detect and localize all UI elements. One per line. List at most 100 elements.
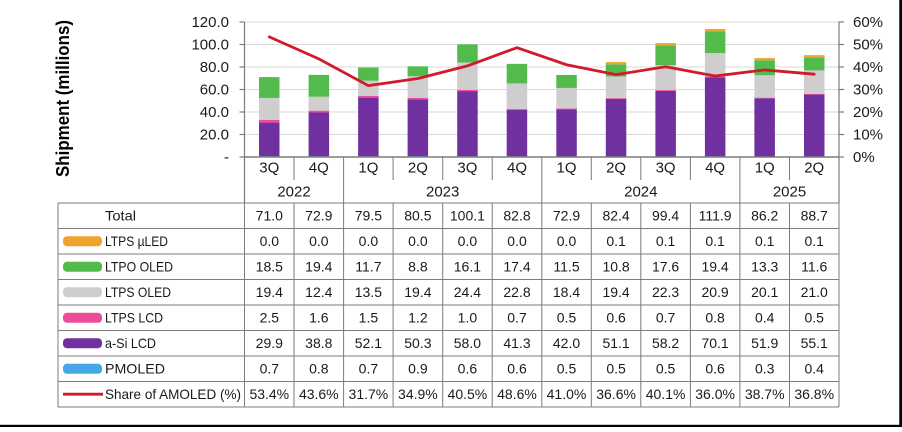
svg-text:16.1: 16.1 bbox=[454, 259, 481, 275]
svg-text:0.0: 0.0 bbox=[359, 233, 379, 249]
svg-text:LTPS µLED: LTPS µLED bbox=[105, 233, 168, 249]
svg-text:58.2: 58.2 bbox=[652, 335, 679, 351]
svg-text:52.1: 52.1 bbox=[355, 335, 382, 351]
svg-text:20%: 20% bbox=[853, 104, 883, 121]
svg-text:82.4: 82.4 bbox=[602, 208, 629, 224]
svg-text:2Q: 2Q bbox=[804, 160, 824, 177]
svg-text:0.5: 0.5 bbox=[656, 361, 676, 377]
svg-text:0.5: 0.5 bbox=[557, 310, 577, 326]
svg-text:0.7: 0.7 bbox=[507, 310, 527, 326]
svg-text:29.9: 29.9 bbox=[256, 335, 283, 351]
svg-text:11.5: 11.5 bbox=[553, 259, 579, 275]
svg-text:0.5: 0.5 bbox=[804, 310, 824, 326]
svg-text:40.0: 40.0 bbox=[200, 104, 229, 121]
svg-text:2024: 2024 bbox=[624, 184, 657, 201]
svg-text:38.7%: 38.7% bbox=[745, 386, 785, 402]
svg-text:2Q: 2Q bbox=[408, 160, 428, 177]
svg-text:82.8: 82.8 bbox=[503, 208, 530, 224]
svg-text:22.8: 22.8 bbox=[503, 284, 530, 300]
svg-text:1.5: 1.5 bbox=[359, 310, 379, 326]
svg-text:13.5: 13.5 bbox=[355, 284, 382, 300]
svg-text:0.6: 0.6 bbox=[606, 310, 626, 326]
svg-text:20.1: 20.1 bbox=[751, 284, 778, 300]
svg-text:120.0: 120.0 bbox=[191, 14, 229, 31]
svg-text:1.2: 1.2 bbox=[408, 310, 428, 326]
svg-text:-: - bbox=[224, 149, 229, 166]
svg-text:10.8: 10.8 bbox=[602, 259, 629, 275]
svg-text:0.0: 0.0 bbox=[260, 233, 280, 249]
svg-text:19.4: 19.4 bbox=[256, 284, 283, 300]
svg-text:1Q: 1Q bbox=[358, 160, 378, 177]
svg-text:0.8: 0.8 bbox=[705, 310, 725, 326]
svg-text:1Q: 1Q bbox=[755, 160, 775, 177]
svg-text:17.6: 17.6 bbox=[652, 259, 679, 275]
svg-text:3Q: 3Q bbox=[457, 160, 477, 177]
svg-text:80.0: 80.0 bbox=[200, 59, 229, 76]
svg-text:Total: Total bbox=[105, 208, 136, 224]
svg-text:80.5: 80.5 bbox=[404, 208, 431, 224]
svg-text:40.5%: 40.5% bbox=[448, 386, 488, 402]
svg-text:11.6: 11.6 bbox=[801, 259, 827, 275]
svg-text:13.3: 13.3 bbox=[751, 259, 778, 275]
svg-text:0.0: 0.0 bbox=[458, 233, 478, 249]
svg-text:60.0: 60.0 bbox=[200, 82, 229, 99]
svg-text:36.0%: 36.0% bbox=[695, 386, 735, 402]
svg-text:55.1: 55.1 bbox=[801, 335, 828, 351]
svg-text:20.0: 20.0 bbox=[200, 127, 229, 144]
svg-text:2022: 2022 bbox=[277, 184, 310, 201]
svg-text:0.6: 0.6 bbox=[705, 361, 725, 377]
svg-text:0.5: 0.5 bbox=[557, 361, 577, 377]
svg-text:40.1%: 40.1% bbox=[646, 386, 686, 402]
svg-text:24.4: 24.4 bbox=[454, 284, 481, 300]
svg-text:36.8%: 36.8% bbox=[794, 386, 834, 402]
svg-text:19.4: 19.4 bbox=[305, 259, 332, 275]
svg-text:0.0: 0.0 bbox=[408, 233, 428, 249]
svg-text:20.9: 20.9 bbox=[701, 284, 728, 300]
svg-text:19.4: 19.4 bbox=[602, 284, 629, 300]
svg-text:38.8: 38.8 bbox=[305, 335, 332, 351]
svg-text:0.5: 0.5 bbox=[606, 361, 626, 377]
svg-text:88.7: 88.7 bbox=[801, 208, 828, 224]
svg-text:1Q: 1Q bbox=[556, 160, 576, 177]
svg-text:51.9: 51.9 bbox=[751, 335, 778, 351]
svg-text:0.1: 0.1 bbox=[656, 233, 676, 249]
svg-text:0.0: 0.0 bbox=[507, 233, 527, 249]
svg-text:99.4: 99.4 bbox=[652, 208, 679, 224]
svg-text:71.0: 71.0 bbox=[256, 208, 283, 224]
svg-text:18.4: 18.4 bbox=[553, 284, 580, 300]
svg-text:0.9: 0.9 bbox=[408, 361, 428, 377]
svg-text:2023: 2023 bbox=[426, 184, 459, 201]
svg-text:51.1: 51.1 bbox=[602, 335, 629, 351]
svg-text:50.3: 50.3 bbox=[404, 335, 431, 351]
svg-text:86.2: 86.2 bbox=[751, 208, 778, 224]
svg-text:30%: 30% bbox=[853, 82, 883, 99]
svg-text:100.1: 100.1 bbox=[450, 208, 485, 224]
svg-text:0.7: 0.7 bbox=[656, 310, 676, 326]
svg-text:17.4: 17.4 bbox=[503, 259, 530, 275]
svg-text:42.0: 42.0 bbox=[553, 335, 580, 351]
svg-text:53.4%: 53.4% bbox=[249, 386, 289, 402]
svg-text:22.3: 22.3 bbox=[652, 284, 679, 300]
svg-text:18.5: 18.5 bbox=[256, 259, 283, 275]
svg-text:10%: 10% bbox=[853, 127, 883, 144]
svg-text:36.6%: 36.6% bbox=[596, 386, 636, 402]
svg-text:100.0: 100.0 bbox=[191, 37, 229, 54]
svg-text:LTPS OLED: LTPS OLED bbox=[105, 284, 171, 300]
svg-text:2Q: 2Q bbox=[606, 160, 626, 177]
svg-text:111.9: 111.9 bbox=[699, 208, 732, 224]
svg-text:70.1: 70.1 bbox=[701, 335, 728, 351]
svg-text:0.7: 0.7 bbox=[260, 361, 280, 377]
svg-text:4Q: 4Q bbox=[705, 160, 725, 177]
svg-text:12.4: 12.4 bbox=[305, 284, 332, 300]
svg-text:0.0: 0.0 bbox=[557, 233, 577, 249]
svg-text:2.5: 2.5 bbox=[260, 310, 280, 326]
svg-text:LTPO OLED: LTPO OLED bbox=[105, 259, 173, 275]
svg-text:48.6%: 48.6% bbox=[497, 386, 537, 402]
svg-text:0.1: 0.1 bbox=[755, 233, 775, 249]
svg-text:0.8: 0.8 bbox=[309, 361, 329, 377]
svg-text:Shipment (millions): Shipment (millions) bbox=[53, 20, 73, 177]
svg-text:58.0: 58.0 bbox=[454, 335, 481, 351]
svg-text:41.0%: 41.0% bbox=[547, 386, 587, 402]
svg-text:0.0: 0.0 bbox=[309, 233, 329, 249]
svg-text:Share of AMOLED (%): Share of AMOLED (%) bbox=[105, 386, 241, 402]
